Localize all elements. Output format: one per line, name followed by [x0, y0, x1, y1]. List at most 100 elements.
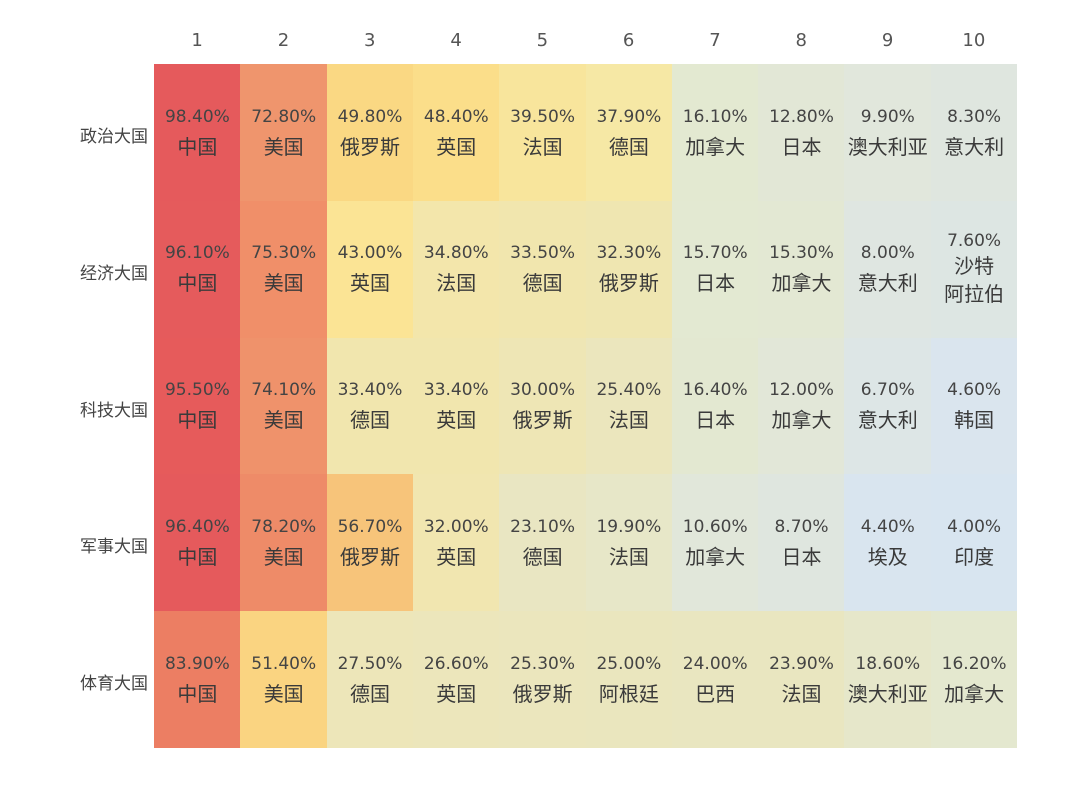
cell-country: 俄罗斯 [512, 681, 573, 706]
heatmap-cell: 10.60% 加拿大 [671, 474, 759, 612]
column-label: 7 [709, 30, 721, 51]
heatmap-cell: 30.00% 俄罗斯 [499, 337, 586, 475]
heatmap-cell: 95.50% 中国 [154, 337, 241, 475]
cell-country: 法国 [781, 681, 822, 706]
cell-country: 埃及 [867, 545, 908, 570]
cell-country: 日本 [695, 408, 736, 433]
cell-country: 日本 [781, 134, 822, 159]
heatmap-cell: 96.10% 中国 [154, 200, 241, 339]
cell-country: 美国 [263, 545, 304, 570]
cell-country: 美国 [263, 408, 304, 433]
heatmap-cell: 96.40% 中国 [154, 474, 241, 612]
cell-country: 加拿大 [944, 681, 1005, 706]
cell-country: 美国 [263, 271, 304, 296]
cell-percentage: 83.90% [164, 653, 230, 674]
cell-percentage: 33.50% [510, 243, 575, 264]
cell-country: 澳大利亚 [847, 681, 928, 706]
heatmap-cell: 16.20% 加拿大 [930, 611, 1018, 749]
heatmap-cell: 15.30% 加拿大 [758, 200, 845, 339]
heatmap-cell: 12.00% 加拿大 [758, 337, 845, 475]
cell-country: 印度 [954, 545, 995, 570]
cell-percentage: 34.80% [423, 243, 489, 264]
heatmap-cell: 8.00% 意大利 [844, 200, 932, 339]
column-label: 2 [277, 30, 290, 51]
cell-percentage: 75.30% [251, 243, 317, 264]
cell-percentage: 74.10% [251, 380, 317, 401]
heatmap-cell: 6.70% 意大利 [844, 337, 932, 475]
cell-percentage: 23.90% [769, 653, 834, 674]
cell-percentage: 33.40% [423, 380, 489, 401]
heatmap-cell: 34.80% 法国 [412, 200, 500, 339]
heatmap-cell: 25.30% 俄罗斯 [499, 611, 586, 749]
cell-percentage: 98.40% [164, 106, 230, 127]
cell-country: 澳大利亚 [847, 134, 928, 159]
cell-percentage: 51.40% [251, 653, 317, 674]
heatmap-cell: 43.00% 英国 [326, 200, 414, 339]
heatmap-cell: 32.00% 英国 [412, 474, 500, 612]
cell-percentage: 32.00% [423, 517, 489, 538]
heatmap-cell: 83.90% 中国 [154, 611, 241, 749]
heatmap-cell: 23.10% 德国 [499, 474, 586, 612]
cell-country: 意大利 [857, 271, 918, 296]
cell-percentage: 78.20% [251, 517, 317, 538]
cell-percentage: 23.10% [510, 517, 575, 538]
cell-country: 法国 [522, 134, 563, 159]
heatmap-cell: 4.40% 埃及 [844, 474, 932, 612]
cell-percentage: 24.00% [682, 653, 748, 674]
cell-percentage: 4.60% [947, 380, 1002, 401]
cell-country: 巴西 [695, 681, 736, 706]
cell-percentage: 8.30% [947, 106, 1002, 127]
cell-country: 俄罗斯 [598, 271, 659, 296]
cell-percentage: 25.00% [596, 653, 662, 674]
cell-country: 意大利 [857, 408, 918, 433]
column-label: 1 [191, 30, 203, 51]
heatmap-cell: 27.50% 德国 [326, 611, 414, 749]
cell-country: 英国 [349, 271, 390, 296]
cell-percentage: 56.70% [337, 517, 403, 538]
cell-percentage: 9.90% [860, 106, 915, 127]
heatmap-cell: 48.40% 英国 [412, 64, 500, 202]
heatmap-cell: 23.90% 法国 [758, 611, 845, 749]
heatmap-cell: 98.40% 中国 [154, 64, 241, 202]
heatmap-cell: 4.00% 印度 [930, 474, 1018, 612]
heatmap-cell: 51.40% 美国 [240, 611, 328, 749]
cell-percentage: 12.00% [769, 380, 834, 401]
heatmap-cell: 56.70% 俄罗斯 [326, 474, 414, 612]
heatmap-cell: 33.40% 德国 [326, 337, 414, 475]
heatmap-cell: 49.80% 俄罗斯 [326, 64, 414, 202]
cell-percentage: 15.30% [769, 243, 834, 264]
heatmap-cell: 24.00% 巴西 [671, 611, 759, 749]
heatmap-cell: 18.60% 澳大利亚 [844, 611, 932, 749]
cell-percentage: 33.40% [337, 380, 403, 401]
cell-country: 加拿大 [685, 134, 746, 159]
cell-country: 德国 [349, 681, 390, 706]
cell-country: 韩国 [954, 408, 995, 433]
cell-country: 加拿大 [771, 271, 832, 296]
cell-percentage: 6.70% [860, 380, 915, 401]
cell-percentage: 12.80% [769, 106, 834, 127]
row-label: 体育大国 [80, 674, 148, 695]
cell-country: 沙特 阿拉伯 [944, 254, 1005, 307]
row-label: 科技大国 [80, 400, 148, 421]
heatmap-cell: 19.90% 法国 [585, 474, 673, 612]
cell-country: 中国 [177, 408, 218, 433]
cell-percentage: 72.80% [251, 106, 317, 127]
cell-percentage: 8.70% [774, 517, 829, 538]
cell-percentage: 96.40% [164, 517, 230, 538]
cell-country: 德国 [608, 134, 649, 159]
cell-percentage: 48.40% [423, 106, 489, 127]
cell-country: 美国 [263, 681, 304, 706]
cell-country: 英国 [436, 134, 477, 159]
heatmap-cell: 4.60% 韩国 [930, 337, 1018, 475]
cell-percentage: 96.10% [164, 243, 230, 264]
heatmap-cell: 39.50% 法国 [499, 64, 586, 202]
cell-country: 俄罗斯 [339, 545, 400, 570]
heatmap-cell: 37.90% 德国 [585, 64, 673, 202]
cell-percentage: 25.40% [596, 380, 662, 401]
cell-country: 德国 [522, 545, 563, 570]
cell-percentage: 30.00% [510, 380, 575, 401]
cell-percentage: 49.80% [337, 106, 403, 127]
heatmap-cell: 7.60% 沙特 阿拉伯 [930, 200, 1018, 339]
cell-percentage: 27.50% [337, 653, 403, 674]
